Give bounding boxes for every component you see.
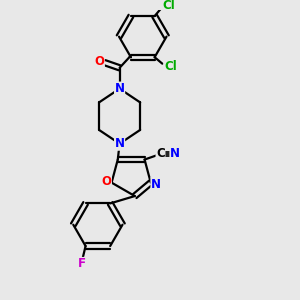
Text: N: N: [115, 82, 124, 95]
Text: Cl: Cl: [163, 0, 175, 12]
Text: O: O: [101, 175, 111, 188]
Text: O: O: [94, 55, 104, 68]
Text: C: C: [156, 147, 165, 160]
Text: N: N: [115, 137, 124, 150]
Text: Cl: Cl: [164, 60, 177, 73]
Text: F: F: [78, 257, 86, 271]
Text: N: N: [151, 178, 161, 190]
Text: N: N: [170, 147, 180, 160]
